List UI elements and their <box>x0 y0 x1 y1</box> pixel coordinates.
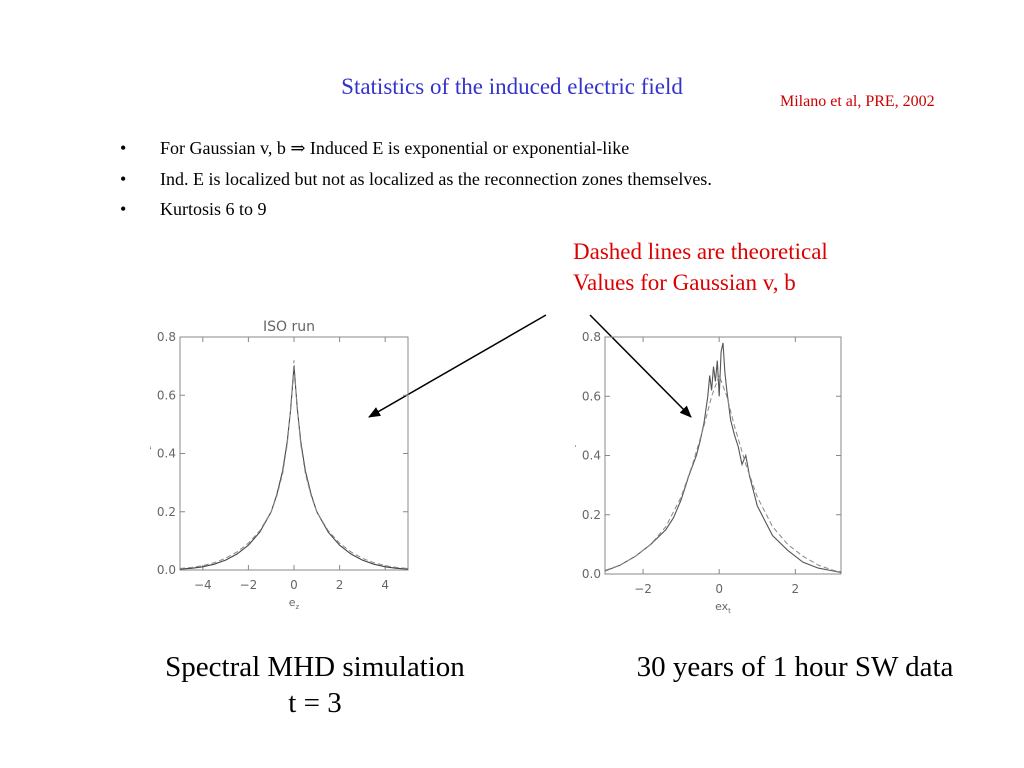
y-tick-label: 0.2 <box>157 505 176 519</box>
x-tick-label: 0 <box>290 578 298 592</box>
y-tick-label: 0.0 <box>157 563 176 577</box>
x-axis-label: ext <box>715 600 731 615</box>
bullet-text: Ind. E is localized but not as localized… <box>160 168 712 189</box>
plot-frame <box>604 336 842 575</box>
y-tick-label: 0.8 <box>157 330 176 344</box>
x-axis-label: ez <box>289 596 300 611</box>
bullet-item-2: • Ind. E is localized but not as localiz… <box>118 164 712 195</box>
bullet-marker: • <box>120 168 127 189</box>
bullet-text: Kurtosis 6 to 9 <box>160 199 267 219</box>
data-series-line <box>604 342 842 574</box>
y-tick-label: 0.6 <box>157 388 176 402</box>
x-tick-label: 4 <box>381 578 389 592</box>
bullet-marker: • <box>120 199 127 219</box>
theory-note: Dashed lines are theoretical Values for … <box>573 236 828 298</box>
citation: Milano et al, PRE, 2002 <box>780 93 935 110</box>
caption-left-line-1: Spectral MHD simulation <box>165 651 465 683</box>
theory-note-line-1: Dashed lines are theoretical <box>573 239 828 264</box>
y-axis-label: f(ext) <box>575 440 578 471</box>
theory-note-line-2: Values for Gaussian v, b <box>573 270 796 295</box>
bullet-text: For Gaussian v, b ⇒ Induced E is exponen… <box>160 138 630 158</box>
x-tick-label: 2 <box>336 578 344 592</box>
y-tick-label: 0.8 <box>582 330 601 344</box>
data-series-line <box>179 366 409 570</box>
y-tick-label: 0.2 <box>582 508 601 522</box>
bullet-item-3: • Kurtosis 6 to 9 <box>118 194 712 225</box>
caption-right: 30 years of 1 hour SW data <box>600 649 990 685</box>
y-axis-label: f(ez) <box>150 441 153 466</box>
caption-right-line-1: 30 years of 1 hour SW data <box>636 651 954 683</box>
bullet-list: • For Gaussian v, b ⇒ Induced E is expon… <box>118 133 712 225</box>
x-tick-label: −4 <box>194 578 212 592</box>
x-tick-label: −2 <box>634 582 652 596</box>
chart-title: ISO run <box>263 319 315 335</box>
bullet-item-1: • For Gaussian v, b ⇒ Induced E is expon… <box>118 133 712 164</box>
theoretical-series-line <box>179 360 409 569</box>
chart-iso-run-svg: ISO run 0.0 0.2 0.4 0.6 0.8 −4 −2 0 2 4 ez f(ez) <box>150 319 409 611</box>
chart-sw-data-svg: 0.0 0.2 0.4 0.6 0.8 −2 0 2 ext f(ext) <box>575 330 842 615</box>
chart-iso-run: ISO run 0.0 0.2 0.4 0.6 0.8 −4 −2 0 2 4 ez f(ez) <box>150 315 420 615</box>
x-tick-label: 2 <box>792 582 800 596</box>
chart-sw-data: 0.0 0.2 0.4 0.6 0.8 −2 0 2 ext f(ext) <box>575 320 850 620</box>
y-tick-label: 0.0 <box>582 567 601 581</box>
x-tick-label: 0 <box>715 582 723 596</box>
caption-left-line-2: t = 3 <box>288 687 342 719</box>
y-tick-label: 0.6 <box>582 389 601 403</box>
bullet-marker: • <box>120 138 127 158</box>
slide-title: Statistics of the induced electric field <box>0 74 1024 100</box>
caption-left: Spectral MHD simulation t = 3 <box>120 649 510 721</box>
slide-title-text: Statistics of the induced electric field <box>341 74 683 99</box>
theoretical-series-line <box>604 374 842 573</box>
y-tick-label: 0.4 <box>157 447 176 461</box>
x-tick-label: −2 <box>240 578 258 592</box>
y-tick-label: 0.4 <box>582 449 601 463</box>
